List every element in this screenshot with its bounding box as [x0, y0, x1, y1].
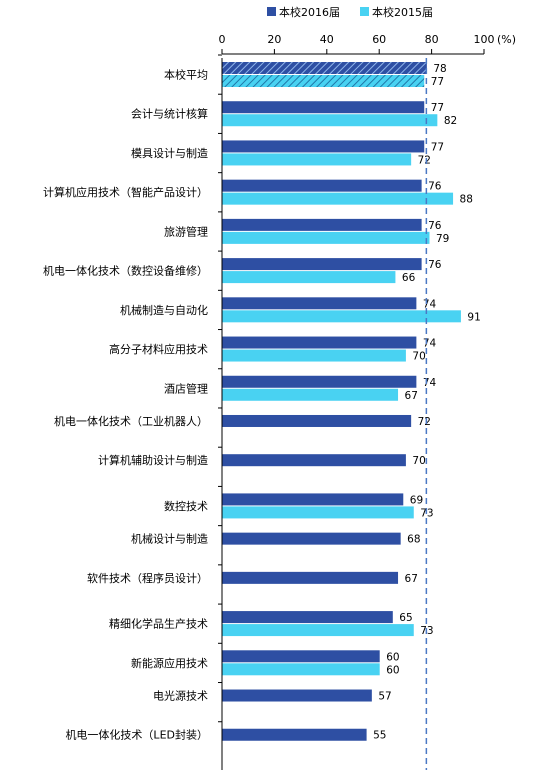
value-label-2016: 74 — [423, 298, 437, 310]
value-label-2016: 76 — [428, 220, 442, 232]
x-tick-label: 100 — [474, 33, 495, 46]
bar-2015 — [222, 153, 412, 166]
value-label-2016: 65 — [399, 612, 412, 624]
bar-2016 — [222, 571, 399, 584]
unit-label: (%) — [497, 33, 516, 46]
value-label-2016: 72 — [418, 416, 431, 428]
x-tick-label: 0 — [219, 33, 226, 46]
category-label: 计算机辅助设计与制造 — [98, 453, 208, 467]
bar-2016 — [222, 140, 425, 153]
category-label: 计算机应用技术（智能产品设计） — [43, 185, 208, 199]
value-label-2016: 57 — [378, 691, 391, 703]
bar-2015 — [222, 663, 380, 676]
category-label: 新能源应用技术 — [131, 656, 208, 670]
bar-2016 — [222, 650, 380, 663]
bar-2015 — [222, 310, 461, 323]
bar-2015 — [222, 624, 414, 637]
value-label-2015: 72 — [418, 154, 431, 166]
bar-2016 — [222, 493, 404, 506]
category-label: 高分子材料应用技术 — [109, 342, 208, 356]
value-label-2015: 88 — [460, 194, 473, 206]
x-axis: 0 20 40 60 80 100 — [219, 33, 495, 55]
bar-2015 — [222, 349, 406, 362]
bar-2016 — [222, 179, 422, 192]
legend-label-2015: 本校2015届 — [372, 5, 433, 19]
bar-2016 — [222, 375, 417, 388]
category-label: 本校平均 — [164, 68, 208, 82]
value-label-2016: 69 — [410, 494, 423, 506]
bar-2016 — [222, 101, 425, 114]
value-label-2015: 82 — [444, 115, 457, 127]
bar-2015 — [222, 192, 454, 205]
category-label: 机电一体化技术（LED封装） — [65, 728, 208, 742]
value-label-2016: 55 — [373, 730, 386, 742]
value-label-2015: 70 — [412, 351, 425, 363]
x-tick-label: 40 — [320, 33, 334, 46]
bars — [222, 62, 461, 741]
category-label: 酒店管理 — [164, 381, 208, 395]
value-label-2016: 77 — [431, 102, 444, 114]
bar-2016 — [222, 62, 427, 74]
legend-swatch-2016 — [267, 7, 276, 16]
bar-2016 — [222, 336, 417, 349]
bar-2015 — [222, 271, 396, 284]
category-label: 机械制造与自动化 — [120, 303, 208, 317]
bar-2015 — [222, 114, 438, 127]
category-label: 会计与统计核算 — [131, 107, 208, 121]
value-label-2015: 66 — [402, 272, 416, 284]
value-label-2015: 77 — [431, 76, 444, 88]
bar-2015 — [222, 388, 399, 401]
category-label: 数控技术 — [164, 499, 208, 513]
category-label: 电光源技术 — [153, 689, 208, 703]
value-label-2015: 79 — [436, 233, 449, 245]
bar-2015 — [222, 75, 425, 87]
x-tick-label: 80 — [425, 33, 439, 46]
bar-2015 — [222, 231, 430, 244]
x-tick-label: 60 — [372, 33, 386, 46]
value-label-2016: 60 — [386, 651, 399, 663]
bar-2015 — [222, 506, 414, 519]
value-label-2016: 74 — [423, 377, 437, 389]
x-tick-label: 20 — [267, 33, 281, 46]
value-label-2016: 67 — [405, 573, 418, 585]
value-label-2016: 74 — [423, 338, 437, 350]
bar-2016 — [222, 297, 417, 310]
value-label-2016: 68 — [407, 534, 420, 546]
value-label-2015: 91 — [467, 311, 480, 323]
value-label-2016: 77 — [431, 141, 444, 153]
value-label-2015: 67 — [405, 390, 418, 402]
bar-2016 — [222, 689, 372, 702]
value-label-2016: 70 — [412, 455, 425, 467]
bar-2016 — [222, 611, 393, 624]
legend-swatch-2015 — [360, 7, 369, 16]
category-label: 机电一体化技术（数控设备维修） — [43, 264, 208, 278]
category-label: 机械设计与制造 — [131, 532, 208, 546]
value-label-2016: 76 — [428, 259, 442, 271]
value-label-2016: 78 — [433, 63, 446, 75]
bar-2016 — [222, 532, 401, 545]
category-label: 软件技术（程序员设计） — [87, 571, 208, 585]
legend-label-2016: 本校2016届 — [279, 5, 340, 19]
bar-2016 — [222, 728, 367, 741]
category-label: 机电一体化技术（工业机器人） — [54, 414, 208, 428]
bar-2016 — [222, 454, 406, 467]
category-label: 精细化学品生产技术 — [109, 617, 208, 631]
value-label-2015: 60 — [386, 664, 399, 676]
bar-2016 — [222, 258, 422, 271]
category-label: 旅游管理 — [164, 224, 208, 238]
legend: 本校2016届 本校2015届 — [267, 5, 433, 19]
bar-2016 — [222, 414, 412, 427]
bar-2016 — [222, 218, 422, 231]
category-label: 模具设计与制造 — [131, 146, 208, 160]
value-label-2016: 76 — [428, 181, 442, 193]
